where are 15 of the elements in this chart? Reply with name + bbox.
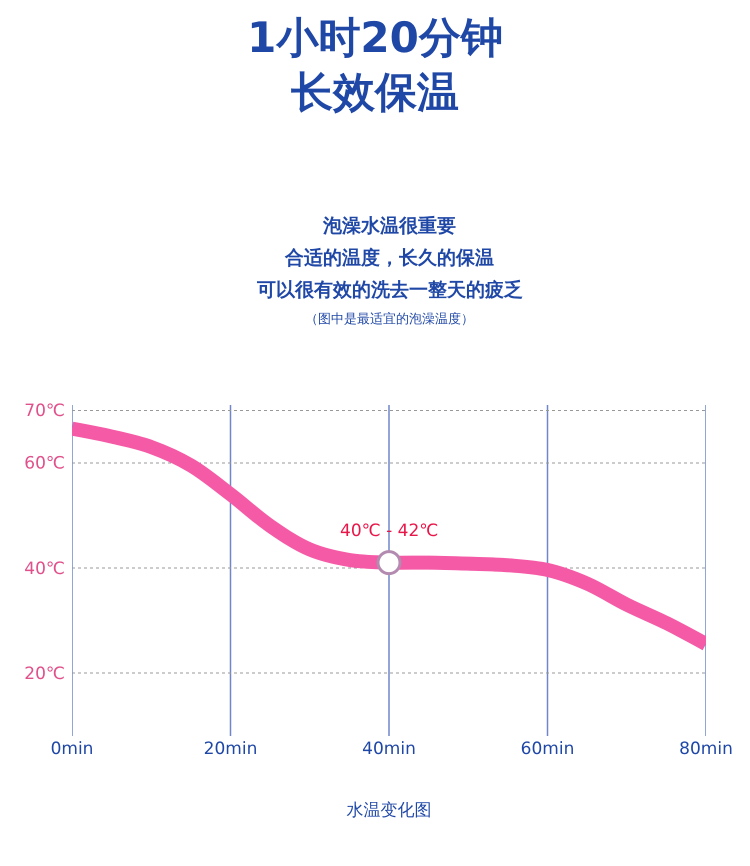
y-tick-label: 20℃ xyxy=(24,664,65,684)
y-tick-label: 60℃ xyxy=(24,454,65,474)
text: 合适的温度，长久的保温 xyxy=(284,247,494,269)
x-tick-label: 80min xyxy=(679,739,733,759)
y-tick-label: 70℃ xyxy=(24,401,65,422)
x-tick-label: 20min xyxy=(204,739,258,759)
x-tick-label: 60min xyxy=(520,739,574,759)
chart-title: 1小时20分钟长效保温 xyxy=(247,12,503,117)
text: （图中是最适宜的泡澡温度） xyxy=(305,311,474,327)
x-tick-label: 0min xyxy=(50,739,94,759)
y-tick-label: 40℃ xyxy=(24,558,65,579)
x-axis-title: 水温变化图 xyxy=(346,800,432,820)
text: 可以很有效的洗去一整天的疲乏 xyxy=(256,279,523,301)
chart-subtitle: 泡澡水温很重要 xyxy=(322,215,456,237)
x-tick-label: 40min xyxy=(362,739,416,759)
